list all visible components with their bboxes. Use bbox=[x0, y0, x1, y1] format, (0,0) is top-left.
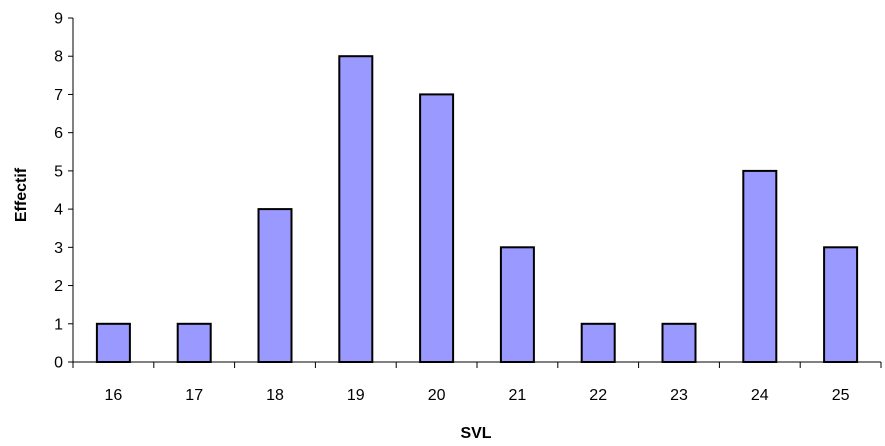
x-tick-label: 17 bbox=[185, 387, 203, 404]
x-tick-label: 22 bbox=[589, 387, 607, 404]
x-tick-label: 24 bbox=[751, 387, 769, 404]
x-tick-label: 16 bbox=[105, 387, 123, 404]
bar-25 bbox=[823, 246, 859, 363]
bar-19 bbox=[338, 55, 374, 363]
y-tick-label: 3 bbox=[54, 240, 63, 257]
y-tick-label: 7 bbox=[54, 87, 63, 104]
bar-24 bbox=[742, 169, 778, 363]
y-tick-label: 8 bbox=[54, 49, 63, 66]
y-axis-title: Effectif bbox=[13, 167, 30, 222]
bar-18 bbox=[257, 208, 293, 363]
x-tick-label: 19 bbox=[347, 387, 365, 404]
bar-23 bbox=[661, 322, 697, 363]
x-tick-label: 20 bbox=[428, 387, 446, 404]
y-tick-label: 4 bbox=[54, 202, 63, 219]
bar-21 bbox=[499, 246, 535, 363]
x-tick-label: 18 bbox=[266, 387, 284, 404]
x-axis: 16 17 18 19 20 21 22 23 24 25 bbox=[72, 361, 882, 404]
x-tick-label: 21 bbox=[509, 387, 527, 404]
y-tick-label: 6 bbox=[54, 125, 63, 142]
y-axis: 0 1 2 3 4 5 6 7 8 9 bbox=[54, 11, 74, 372]
x-tick-label: 25 bbox=[832, 387, 850, 404]
y-tick-label: 0 bbox=[54, 355, 63, 372]
x-tick-label: 23 bbox=[670, 387, 688, 404]
bar-17 bbox=[176, 322, 212, 363]
bars-group bbox=[95, 55, 859, 364]
bar-20 bbox=[419, 93, 455, 364]
y-tick-label: 1 bbox=[54, 316, 63, 333]
x-axis-title: SVL bbox=[460, 425, 491, 442]
bar-22 bbox=[580, 322, 616, 363]
y-tick-label: 2 bbox=[54, 278, 63, 295]
bar-16 bbox=[95, 322, 131, 363]
y-tick-label: 5 bbox=[54, 163, 63, 180]
y-tick-label: 9 bbox=[54, 11, 63, 28]
